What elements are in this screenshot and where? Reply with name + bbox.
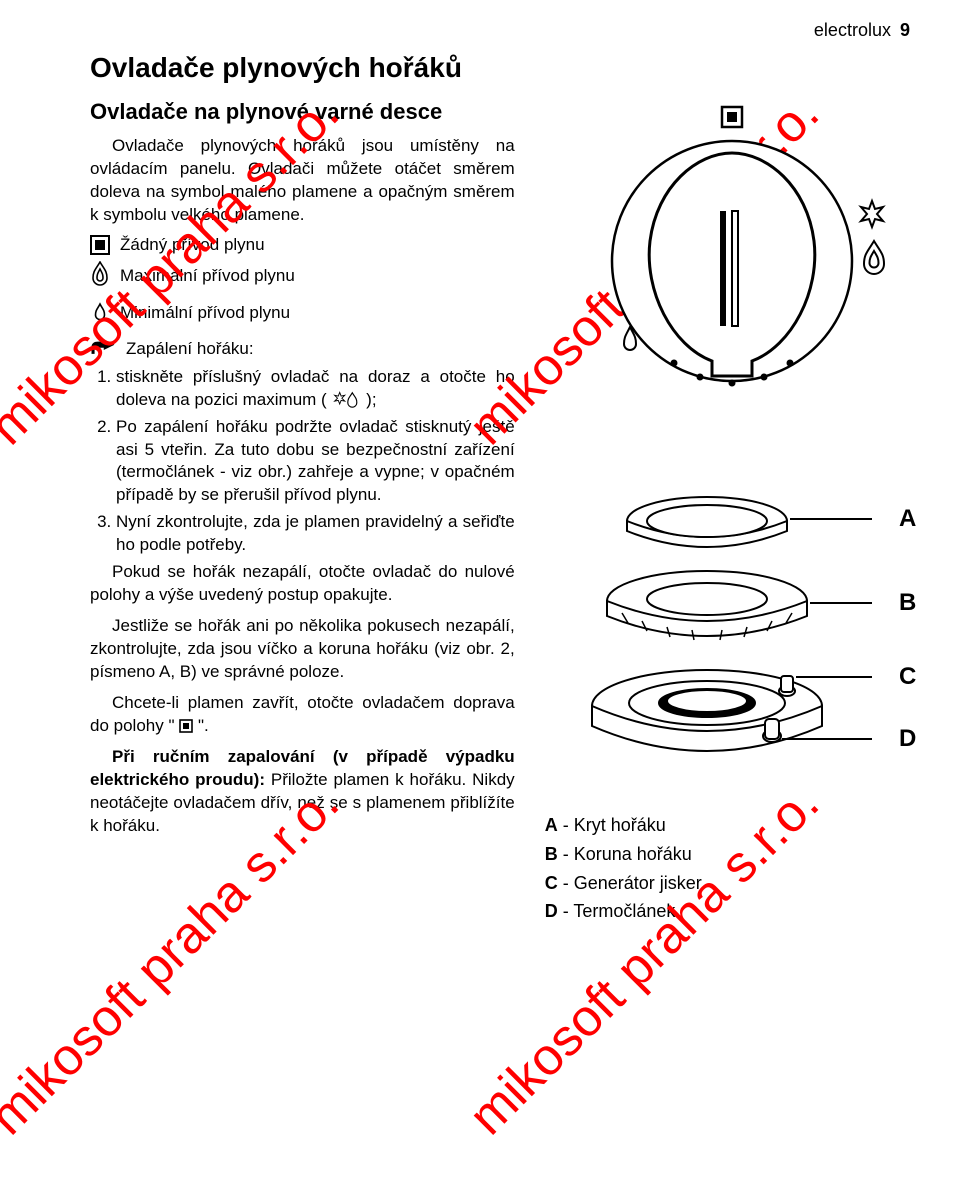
burner-legend: A - Kryt hořáku B - Koruna hořáku C - Ge…	[545, 811, 920, 926]
body-paragraph: Jestliže se hořák ani po několika pokuse…	[90, 615, 515, 684]
legend-letter: B	[545, 844, 558, 864]
page-number: 9	[900, 20, 910, 40]
symbol-line-max: Maximální přívod plynu	[90, 261, 515, 292]
para-text: Chcete-li plamen zavřít, otočte ovladače…	[90, 693, 515, 735]
body-paragraph: Chcete-li plamen zavřít, otočte ovladače…	[90, 692, 515, 738]
brand-label: electrolux	[814, 20, 891, 40]
spark-flame-icon	[331, 391, 361, 409]
legend-text: Koruna hořáku	[574, 844, 692, 864]
note-label: Zapálení hořáku:	[126, 339, 254, 359]
burner-exploded-figure: A B C D	[552, 481, 912, 791]
burner-label-b: B	[899, 589, 916, 617]
intro-paragraph: Ovladače plynových hořáků jsou umístěny …	[90, 135, 515, 227]
no-gas-icon	[179, 719, 193, 733]
burner-label-a: A	[899, 505, 916, 533]
burner-label-d: D	[899, 725, 916, 753]
page-subtitle: Ovladače na plynové varné desce	[90, 99, 515, 125]
legend-text: Generátor jisker	[574, 873, 702, 893]
step-3: Nyní zkontrolujte, zda je plamen pravide…	[116, 511, 515, 557]
bold-paragraph: Při ručním zapalování (v případě výpadku…	[90, 746, 515, 838]
legend-item: A - Kryt hořáku	[545, 811, 920, 840]
step-1: stiskněte příslušný ovladač na doraz a o…	[116, 366, 515, 412]
legend-item: B - Koruna hořáku	[545, 840, 920, 869]
hand-pointer-icon	[90, 337, 116, 362]
step-text: );	[366, 390, 376, 409]
right-column: A B C D A - Kryt hořáku B - Koruna hořák…	[545, 51, 920, 926]
para-text: ".	[198, 716, 209, 735]
page-header: electrolux 9	[90, 20, 920, 41]
symbol-line-none: Žádný přívod plynu	[90, 235, 515, 255]
page-title: Ovladače plynových hořáků	[90, 51, 515, 85]
body-paragraph: Pokud se hořák nezapálí, otočte ovladač …	[90, 561, 515, 607]
legend-item: C - Generátor jisker	[545, 869, 920, 898]
symbol-label: Maximální přívod plynu	[120, 266, 295, 286]
legend-text: Kryt hořáku	[574, 815, 666, 835]
legend-letter: A	[545, 815, 558, 835]
flame-min-icon	[90, 298, 110, 329]
legend-item: D - Termočlánek	[545, 897, 920, 926]
symbol-line-min: Minimální přívod plynu	[90, 298, 515, 329]
symbol-label: Žádný přívod plynu	[120, 235, 265, 255]
symbol-label: Minimální přívod plynu	[120, 303, 290, 323]
flame-max-icon	[90, 261, 110, 292]
left-column: Ovladače plynových hořáků Ovladače na pl…	[90, 51, 515, 926]
step-2: Po zapálení hořáku podržte ovladač stisk…	[116, 416, 515, 508]
legend-text: Termočlánek	[573, 901, 675, 921]
no-gas-icon	[90, 235, 110, 255]
burner-label-c: C	[899, 663, 916, 691]
legend-letter: C	[545, 873, 558, 893]
note-line: Zapálení hořáku:	[90, 337, 515, 362]
steps-list: stiskněte příslušný ovladač na doraz a o…	[90, 366, 515, 558]
legend-letter: D	[545, 901, 558, 921]
knob-figure	[562, 91, 902, 431]
step-text: stiskněte příslušný ovladač na doraz a o…	[116, 367, 515, 409]
